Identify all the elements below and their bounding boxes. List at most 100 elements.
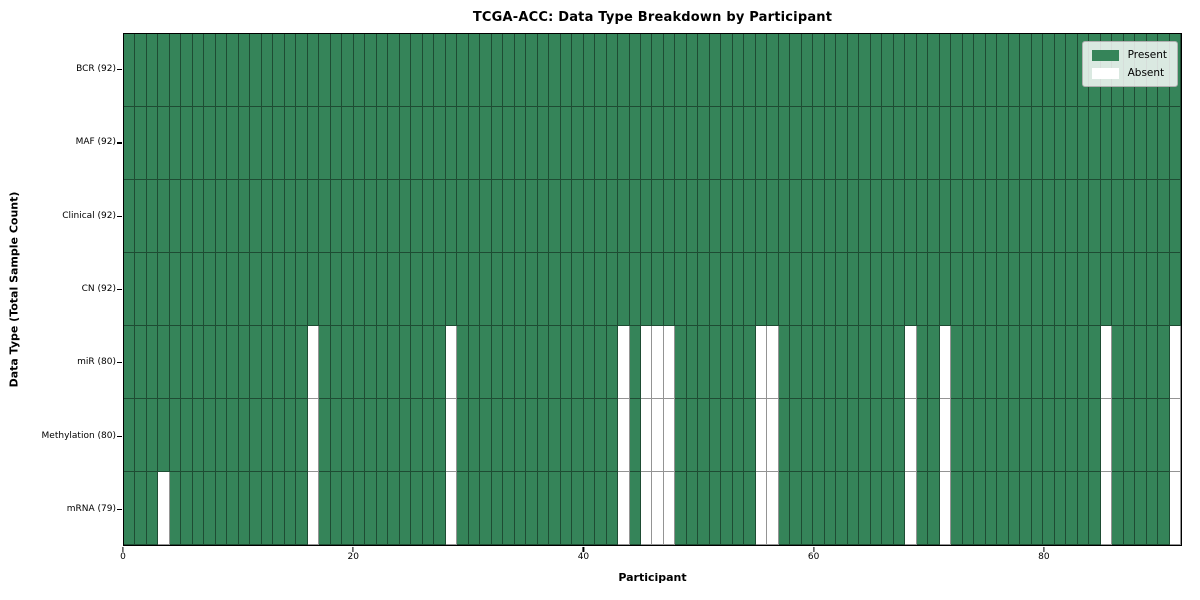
heatmap-cell — [227, 472, 239, 545]
heatmap-cell — [824, 326, 837, 399]
heatmap-cell — [181, 107, 193, 180]
heatmap-cell — [595, 180, 607, 253]
heatmap-cell — [215, 34, 228, 107]
heatmap-cell — [146, 253, 159, 326]
legend: Present Absent — [1081, 41, 1178, 87]
heatmap-cell — [526, 253, 538, 326]
heatmap-cell — [319, 326, 331, 399]
heatmap-cell — [388, 399, 400, 472]
heatmap-cell — [709, 253, 722, 326]
heatmap-cell — [847, 326, 860, 399]
heatmap-cell — [445, 34, 458, 107]
heatmap-cell — [1031, 472, 1044, 545]
heatmap-cell — [1043, 107, 1055, 180]
heatmap-cell — [549, 107, 561, 180]
heatmap-cell — [319, 472, 331, 545]
heatmap-cell — [1100, 107, 1113, 180]
heatmap-cell — [1169, 107, 1181, 180]
heatmap-cell — [250, 34, 262, 107]
heatmap-cell — [411, 34, 423, 107]
heatmap-cell — [445, 399, 458, 472]
heatmap-cell — [870, 180, 883, 253]
heatmap-cell — [491, 253, 504, 326]
heatmap-cell — [238, 472, 251, 545]
heatmap-cell — [376, 34, 389, 107]
heatmap-cell — [124, 180, 136, 253]
heatmap-cell — [1031, 326, 1044, 399]
heatmap-cell — [951, 34, 963, 107]
heatmap-cell — [1066, 180, 1078, 253]
heatmap-cell — [1100, 472, 1113, 545]
heatmap-cell — [503, 472, 515, 545]
heatmap-cell — [572, 253, 584, 326]
heatmap-cell — [583, 180, 596, 253]
heatmap-cell — [721, 253, 733, 326]
heatmap-cell — [261, 107, 274, 180]
heatmap-cell — [491, 472, 504, 545]
heatmap-cell — [1043, 180, 1055, 253]
heatmap-cell — [836, 34, 848, 107]
heatmap-cell — [238, 399, 251, 472]
heatmap-cell — [307, 180, 320, 253]
chart-title: TCGA-ACC: Data Type Breakdown by Partici… — [472, 10, 833, 25]
heatmap-cell — [549, 472, 561, 545]
heatmap-cell — [284, 34, 297, 107]
heatmap-cell — [1146, 180, 1159, 253]
heatmap-cell — [928, 399, 940, 472]
heatmap-cell — [1031, 107, 1044, 180]
heatmap-cell — [1008, 399, 1021, 472]
heatmap-cell — [468, 107, 481, 180]
heatmap-cell — [560, 472, 573, 545]
heatmap-cell — [1020, 326, 1032, 399]
heatmap-cell — [342, 472, 354, 545]
heatmap-cell — [319, 180, 331, 253]
heatmap-cell — [583, 326, 596, 399]
heatmap-cell — [882, 253, 894, 326]
heatmap-cell — [801, 34, 814, 107]
heatmap-cell — [537, 253, 550, 326]
heatmap-cell — [422, 399, 435, 472]
heatmap-cell — [526, 34, 538, 107]
heatmap-cell — [663, 472, 676, 545]
x-tick-mark — [122, 546, 124, 552]
heatmap-cell — [951, 399, 963, 472]
heatmap-cell — [1146, 326, 1159, 399]
heatmap-cell — [916, 399, 929, 472]
heatmap-cell — [595, 472, 607, 545]
heatmap-cell — [962, 253, 975, 326]
heatmap-cell — [801, 180, 814, 253]
heatmap-cell — [778, 180, 791, 253]
heatmap-cell — [1043, 34, 1055, 107]
y-tick-label: BCR (92) — [76, 64, 116, 75]
heatmap-cell — [422, 253, 435, 326]
heatmap-cell — [365, 107, 377, 180]
heatmap-cell — [767, 180, 779, 253]
y-tick-mark — [117, 435, 122, 437]
heatmap-cell — [801, 399, 814, 472]
heatmap-cell — [1135, 253, 1147, 326]
heatmap-cell — [1112, 399, 1124, 472]
heatmap-cell — [997, 107, 1009, 180]
heatmap-cell — [767, 399, 779, 472]
legend-label-absent: Absent — [1127, 67, 1165, 79]
heatmap-cell — [893, 253, 906, 326]
heatmap-cell — [146, 399, 159, 472]
heatmap-cell — [686, 399, 699, 472]
heatmap-cell — [307, 472, 320, 545]
heatmap-cell — [330, 399, 343, 472]
heatmap-cell — [790, 107, 802, 180]
heatmap-cell — [721, 472, 733, 545]
heatmap-cell — [376, 399, 389, 472]
heatmap-cell — [399, 326, 412, 399]
heatmap-cell — [1043, 326, 1055, 399]
heatmap-cell — [192, 107, 205, 180]
heatmap-cell — [296, 326, 308, 399]
heatmap-cell — [560, 34, 573, 107]
heatmap-cell — [537, 180, 550, 253]
heatmap-cell — [675, 326, 687, 399]
y-tick-label: Clinical (92) — [62, 210, 116, 221]
heatmap-cell — [595, 326, 607, 399]
heatmap-cell — [526, 107, 538, 180]
heatmap-cell — [284, 107, 297, 180]
heatmap-cell — [434, 326, 446, 399]
